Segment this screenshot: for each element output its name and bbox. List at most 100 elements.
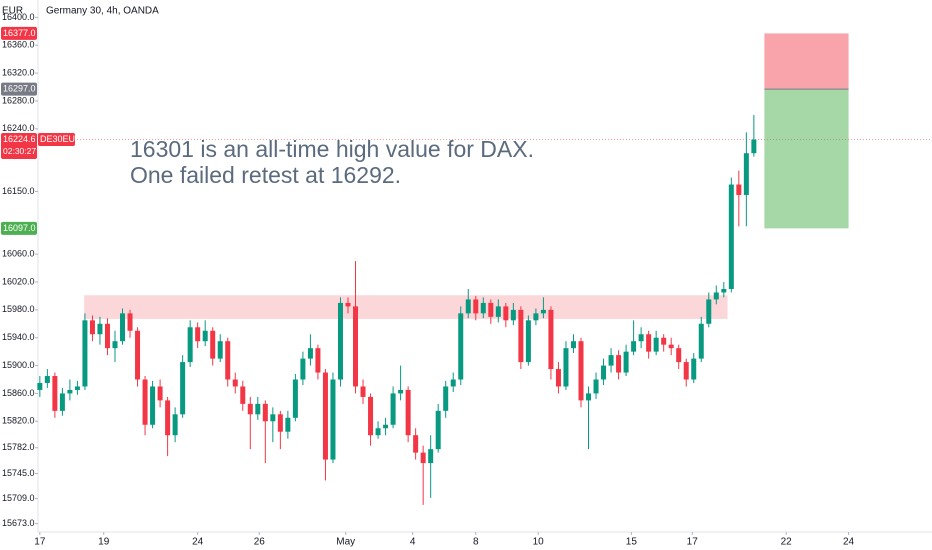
candle-body bbox=[210, 330, 216, 359]
candle-body bbox=[315, 348, 321, 373]
candle-body bbox=[751, 139, 757, 154]
x-tick-label: 19 bbox=[98, 537, 110, 548]
candle-body bbox=[270, 414, 276, 422]
candle-body bbox=[89, 320, 95, 335]
candle-body bbox=[82, 320, 88, 387]
candle-body bbox=[142, 379, 148, 425]
y-tick-label: 15709.0 bbox=[2, 493, 35, 503]
candle-body bbox=[661, 337, 667, 345]
candle-body bbox=[44, 376, 50, 383]
candle-body bbox=[127, 313, 133, 331]
candle-body bbox=[638, 334, 644, 342]
annotation: 16301 is an all-time high value for DAX. bbox=[130, 136, 534, 162]
candle-body bbox=[548, 309, 554, 370]
candle-body bbox=[135, 330, 141, 380]
candle-body bbox=[593, 379, 599, 394]
candle-body bbox=[435, 410, 441, 450]
candle-body bbox=[97, 323, 103, 335]
candle-body bbox=[608, 355, 614, 366]
candle-body bbox=[285, 417, 291, 432]
candle-body bbox=[240, 386, 246, 404]
candle-body bbox=[728, 184, 734, 289]
candle-body bbox=[473, 299, 479, 314]
x-tick-label: 4 bbox=[410, 537, 416, 548]
candle-body bbox=[413, 435, 419, 453]
candle-body bbox=[337, 302, 343, 380]
candle-body bbox=[187, 327, 193, 363]
y-tick-label: 15940.0 bbox=[2, 332, 35, 342]
candle-body bbox=[390, 393, 396, 425]
candle-body bbox=[601, 365, 607, 380]
candle-body bbox=[713, 292, 719, 300]
candle-body bbox=[247, 403, 253, 415]
y-tick-label: 16280.0 bbox=[2, 95, 35, 105]
y-tick-label: 16320.0 bbox=[2, 67, 35, 77]
annotation: One failed retest at 16292. bbox=[130, 162, 401, 188]
candle-body bbox=[510, 309, 516, 321]
candle-body bbox=[668, 344, 674, 349]
y-tick-label: 15673.0 bbox=[2, 518, 35, 528]
candle-body bbox=[458, 313, 464, 380]
candle-body bbox=[202, 330, 208, 342]
candle-body bbox=[533, 313, 539, 321]
candle-body bbox=[495, 306, 501, 317]
candle-body bbox=[736, 184, 742, 195]
candle-body bbox=[300, 358, 306, 380]
candle-body bbox=[443, 386, 449, 411]
candle-body bbox=[59, 393, 65, 411]
y-tick-label: 16150.0 bbox=[2, 186, 35, 196]
candle-body bbox=[450, 379, 456, 387]
candle-body bbox=[555, 369, 561, 387]
x-tick-label: 24 bbox=[843, 537, 855, 548]
candle-body bbox=[563, 348, 569, 387]
countdown: 02:30:27 bbox=[3, 146, 36, 156]
candle-body bbox=[232, 379, 238, 387]
symbol-bg bbox=[38, 133, 75, 147]
candle-body bbox=[503, 306, 509, 321]
x-tick-label: 10 bbox=[533, 537, 545, 548]
y-tick-label: 15860.0 bbox=[2, 388, 35, 398]
candle-body bbox=[405, 389, 411, 436]
candle-body bbox=[721, 288, 727, 293]
candle-body bbox=[368, 396, 374, 436]
candle-body bbox=[52, 376, 58, 411]
candle-body bbox=[465, 299, 471, 314]
candle-body bbox=[180, 362, 186, 415]
y-tick-label: 15820.0 bbox=[2, 416, 35, 426]
candle-body bbox=[488, 302, 494, 317]
candle-body bbox=[646, 334, 652, 352]
last-price-label: 16224.6 bbox=[3, 134, 36, 144]
currency: EUR bbox=[2, 6, 23, 17]
target-label: 16097.0 bbox=[3, 223, 36, 233]
x-tick-label: May bbox=[336, 537, 355, 548]
candle-body bbox=[322, 372, 328, 460]
candle-body bbox=[255, 403, 261, 415]
candle-body bbox=[307, 348, 313, 359]
candle-body bbox=[570, 341, 576, 349]
candle-body bbox=[262, 403, 268, 422]
candle-body bbox=[360, 386, 366, 397]
candle-body bbox=[157, 386, 163, 401]
y-tick-label: 16060.0 bbox=[2, 249, 35, 259]
candle-body bbox=[112, 341, 118, 349]
target-zone bbox=[764, 89, 849, 229]
candle-body bbox=[67, 389, 73, 394]
x-tick-label: 15 bbox=[626, 537, 638, 548]
candle-body bbox=[172, 414, 178, 436]
y-tick-label: 16240.0 bbox=[2, 123, 35, 133]
candle-body bbox=[676, 348, 682, 363]
y-tick-label: 16360.0 bbox=[2, 40, 35, 50]
x-tick-label: 22 bbox=[781, 537, 793, 548]
candle-body bbox=[586, 393, 592, 401]
y-tick-label: 16400.0 bbox=[2, 12, 35, 22]
candle-body bbox=[540, 309, 546, 314]
candle-body bbox=[631, 341, 637, 352]
target-label-bg bbox=[1, 221, 37, 235]
candle-body bbox=[398, 389, 404, 394]
y-tick-label: 15900.0 bbox=[2, 360, 35, 370]
candle-body bbox=[104, 323, 110, 349]
candle-body bbox=[525, 320, 531, 363]
candle-body bbox=[330, 379, 336, 460]
x-tick-label: 17 bbox=[34, 537, 46, 548]
